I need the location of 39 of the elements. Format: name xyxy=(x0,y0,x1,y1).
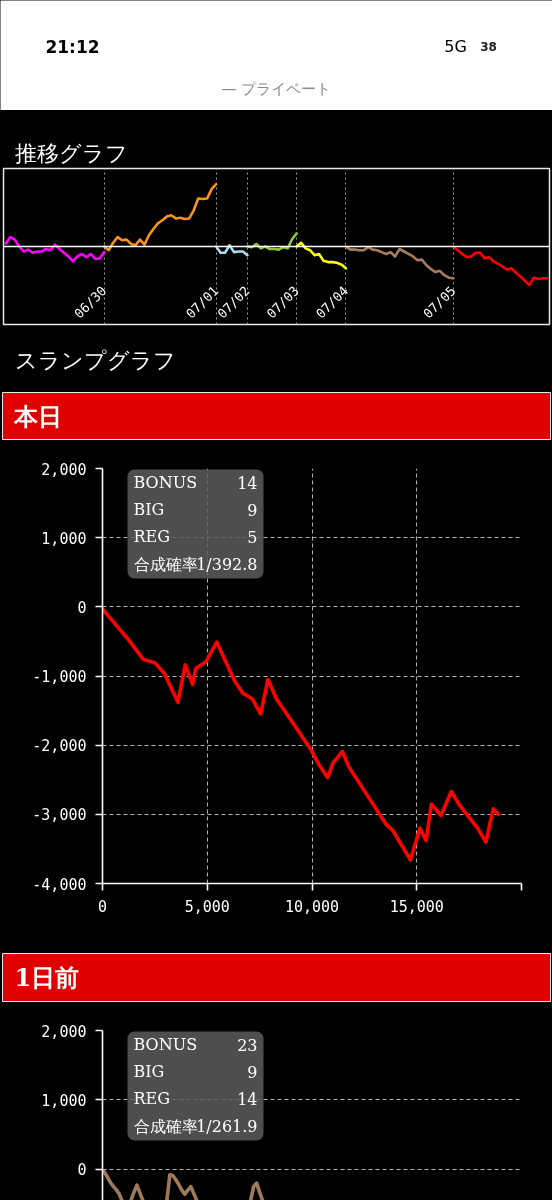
y-tick-label: 1,000 xyxy=(41,529,87,548)
annotation: REG xyxy=(133,1089,171,1109)
annotation: BONUS xyxy=(133,473,198,492)
annotation: 9 xyxy=(247,1062,258,1082)
line-series xyxy=(102,607,501,862)
y-tick-label: 0 xyxy=(77,1161,87,1180)
chart-title: 1日前 xyxy=(14,963,80,992)
chart-title: 本日 xyxy=(13,401,63,431)
annotation: BIG xyxy=(133,1062,165,1082)
x-tick-label: 0 xyxy=(97,897,108,916)
annotation: 合成確率 xyxy=(133,554,198,574)
annotation: BIG xyxy=(133,500,165,520)
text: 5G xyxy=(444,37,467,56)
x-tick-label: 5,000 xyxy=(184,897,230,916)
y-tick-label: 2,000 xyxy=(41,1022,87,1041)
y-tick-label: 2,000 xyxy=(41,460,87,479)
annotation: REG xyxy=(133,527,171,547)
text: 38 xyxy=(480,40,497,54)
annotation: BONUS xyxy=(133,1035,198,1054)
annotation: 1/261.9 xyxy=(196,1116,258,1136)
x-tick-label: 15,000 xyxy=(389,897,444,916)
text: スランプグラフ xyxy=(14,348,176,373)
annotation: 合成確率 xyxy=(133,1116,198,1136)
chart-title: 推移グラフ xyxy=(14,140,128,166)
annotation: 1/392.8 xyxy=(196,554,258,574)
y-tick-label: 1,000 xyxy=(41,1091,87,1110)
x-tick-label: 10,000 xyxy=(284,897,340,916)
y-tick-label: -1,000 xyxy=(32,668,87,686)
y-tick-label: -3,000 xyxy=(32,806,87,825)
annotation: 14 xyxy=(237,1089,258,1109)
annotation: 5 xyxy=(247,527,258,547)
y-tick-label: -4,000 xyxy=(32,875,87,894)
y-tick-label: -2,000 xyxy=(32,737,87,756)
annotation: 14 xyxy=(237,473,258,493)
text: — プライベート xyxy=(221,79,332,98)
y-tick-label: 0 xyxy=(77,598,87,617)
annotation: 9 xyxy=(247,500,258,520)
annotation: 23 xyxy=(237,1035,258,1055)
text: 21:12 xyxy=(45,36,100,57)
